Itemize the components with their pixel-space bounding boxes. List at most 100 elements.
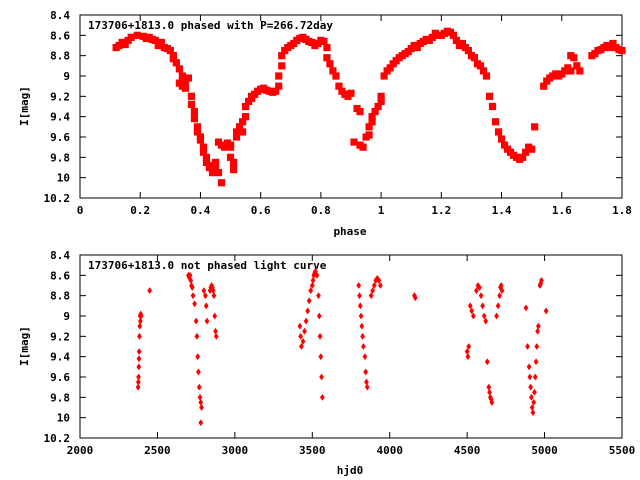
data-point <box>213 327 218 335</box>
data-point <box>172 59 180 67</box>
data-point <box>347 89 355 97</box>
x-tick-label: 0.4 <box>191 204 211 217</box>
data-point <box>196 136 205 144</box>
data-point <box>543 307 549 315</box>
data-point <box>412 294 418 302</box>
data-point <box>211 158 220 167</box>
data-point <box>478 292 484 300</box>
x-tick-label: 3500 <box>299 444 326 457</box>
data-point <box>531 399 537 406</box>
data-point <box>193 317 199 325</box>
data-point <box>360 332 366 340</box>
data-point <box>137 317 143 325</box>
data-point <box>312 267 318 275</box>
data-point <box>136 363 142 371</box>
data-point <box>323 43 331 52</box>
data-point <box>485 92 494 100</box>
data-point <box>208 168 217 177</box>
data-point <box>300 338 306 345</box>
y-tick-label: 9.8 <box>50 391 70 404</box>
data-point <box>474 287 479 294</box>
data-point <box>570 54 578 62</box>
data-point <box>428 33 436 41</box>
data-point <box>189 284 195 291</box>
data-point <box>226 153 235 161</box>
data-point <box>529 393 534 401</box>
data-point <box>220 143 229 151</box>
data-point <box>175 65 183 73</box>
data-point <box>465 353 471 361</box>
data-points <box>135 267 549 427</box>
data-point <box>190 115 199 123</box>
data-point <box>482 72 491 80</box>
data-point <box>350 138 358 146</box>
data-point <box>198 399 204 406</box>
data-point <box>193 128 202 136</box>
data-point <box>297 322 303 330</box>
x-tick-label: 0 <box>77 204 84 217</box>
data-point <box>377 97 385 106</box>
data-point <box>133 31 141 39</box>
data-point <box>187 271 193 279</box>
data-point <box>329 67 337 75</box>
data-point <box>532 373 538 381</box>
data-point <box>359 143 367 151</box>
data-point <box>212 312 218 320</box>
data-point <box>316 292 321 300</box>
data-point <box>303 317 309 325</box>
y-tick-label: 10 <box>57 412 70 425</box>
data-point <box>319 393 325 401</box>
data-point <box>527 373 533 381</box>
data-point <box>539 277 544 284</box>
data-point <box>535 322 541 330</box>
data-point <box>232 128 241 136</box>
data-point <box>178 72 186 80</box>
data-point <box>169 55 177 63</box>
plot-frame <box>79 254 623 439</box>
y-tick-label: 9.6 <box>50 371 70 384</box>
data-point <box>368 113 376 121</box>
data-point <box>449 31 457 39</box>
data-point <box>242 113 250 121</box>
data-point <box>464 348 470 355</box>
data-point <box>576 67 584 75</box>
data-point <box>199 143 208 151</box>
data-point <box>195 353 201 361</box>
data-point <box>374 102 382 111</box>
y-tick-label: 9.2 <box>50 330 70 343</box>
data-point <box>121 40 129 49</box>
phased-light-curve-panel: 173706+1813.0 phased with P=266.72day ph… <box>18 9 632 238</box>
data-point <box>326 60 334 68</box>
data-point <box>229 158 238 167</box>
data-point <box>229 165 238 174</box>
chart-title: 173706+1813.0 phased with P=266.72day <box>88 19 333 32</box>
data-point <box>500 141 509 149</box>
axis-ticks: 2000 2500 3000 3500 4000 4500 5000 5500 8.4 8.6 8.… <box>44 249 636 457</box>
x-tick-label: 5500 <box>609 444 636 457</box>
y-tick-label: 10.2 <box>44 192 71 205</box>
data-point <box>357 302 363 310</box>
data-point <box>487 388 492 396</box>
data-point <box>356 282 362 289</box>
data-point <box>497 135 506 143</box>
y-tick-label: 9 <box>63 310 70 323</box>
y-tick-label: 9.4 <box>50 111 70 124</box>
data-point <box>365 131 373 139</box>
data-point <box>194 332 200 340</box>
data-point <box>489 399 495 406</box>
data-point <box>190 107 199 116</box>
data-point <box>368 292 374 300</box>
x-axis-label: hjd0 <box>337 464 364 477</box>
data-point <box>275 82 283 90</box>
data-point <box>199 404 204 411</box>
data-point <box>356 107 364 116</box>
data-point <box>138 312 144 320</box>
data-point <box>184 74 192 82</box>
data-point <box>210 287 216 294</box>
data-point <box>188 277 194 284</box>
data-point <box>214 168 223 177</box>
data-point <box>498 282 504 289</box>
data-point <box>166 46 174 55</box>
data-point <box>332 72 340 80</box>
data-point <box>486 383 492 391</box>
